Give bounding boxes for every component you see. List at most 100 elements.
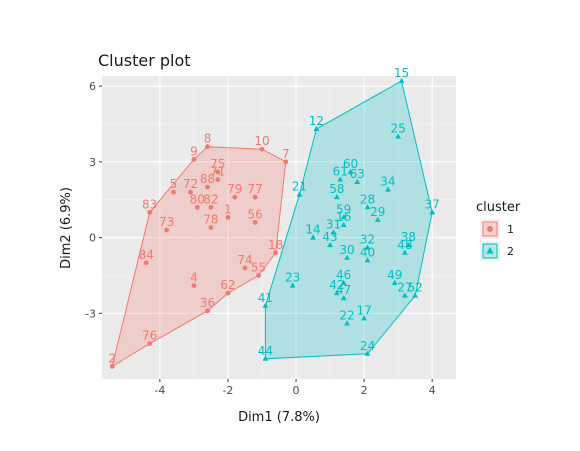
cluster-2-point [333,194,340,200]
cluster-2-point [262,302,269,308]
point-label: 52 [408,281,423,295]
point-label: 29 [370,205,385,219]
x-axis-ticks: -4 -2 0 2 4 [154,379,436,397]
cluster-2-point [333,289,340,296]
point-label: 1 [224,202,232,216]
point-label: 41 [258,291,273,305]
cluster-1-point [208,225,214,230]
legend-key-marker [486,247,494,254]
cluster-1-point [283,159,289,165]
point-label: 79 [227,182,242,196]
point-label: 18 [268,238,283,252]
point-label: 62 [220,278,235,292]
y-tick-label: 6 [89,80,96,93]
cluster-2-point [340,279,347,286]
cluster-1-point [259,146,265,152]
point-label: 74 [237,253,252,267]
x-tick-label: -2 [222,384,233,397]
cluster-2-point [364,244,371,250]
cluster-1-point [147,341,153,347]
grid-lines [102,76,456,379]
point-label: 5 [170,177,178,191]
point-label: 82 [203,192,218,206]
cluster-2-point [347,168,354,174]
point-label: 34 [380,175,395,189]
y-axis-ticks: -3 0 3 6 [85,80,102,320]
y-tick-label: 3 [89,156,96,169]
point-label: 12 [309,114,324,128]
point-label: 2 [108,351,116,365]
cluster-2-point [429,209,436,215]
cluster-1-point [225,215,231,220]
cluster-2-point [385,186,391,192]
point-label: 43 [322,230,337,244]
cluster-2-point [364,350,371,356]
point-label: 42 [329,278,344,292]
legend-label-2: 2 [507,245,514,258]
cluster-2-point [262,355,269,361]
cluster-1-point [205,144,210,150]
point-label: 9 [190,144,198,158]
point-label: 31 [326,218,341,232]
cluster-2-point [340,295,347,301]
cluster-1-point [256,273,261,278]
point-label: 84 [139,248,154,262]
point-label: 78 [203,213,218,227]
cluster-2-point [412,292,419,298]
point-label: 48 [397,238,412,252]
point-label: 58 [329,182,344,196]
x-tick-label: 2 [361,384,368,397]
cluster-1-point [188,189,193,195]
cluster-1-point [109,363,115,369]
point-label: 10 [254,134,269,148]
cluster-1-point [205,308,210,314]
x-tick-label: 4 [429,384,436,397]
y-tick-label: -3 [85,307,96,320]
point-label: 17 [356,303,371,317]
point-label: 46 [336,268,351,282]
point-label: 15 [394,66,409,80]
cluster-2-point [313,125,320,132]
cluster-1-point [215,169,221,175]
cluster-1-point [205,184,210,190]
cluster-2-point [340,221,347,227]
legend-label-1: 1 [507,223,514,236]
chart-title: Cluster plot [98,51,191,70]
cluster-2-point [344,320,350,326]
cluster-2-point [337,176,344,182]
cluster-1-point [232,194,238,200]
x-tick-label: -4 [154,384,165,397]
point-label: 16 [336,210,351,224]
cluster-2-point [327,241,333,248]
point-label: 40 [360,245,375,259]
point-label: 38 [401,230,416,244]
point-label: 37 [425,197,440,211]
point-label: 14 [305,223,320,237]
point-label: 30 [339,243,354,257]
point-label: 47 [336,283,351,297]
point-label: 4 [190,271,198,285]
cluster-2-point [344,254,350,260]
cluster-1-point [242,265,248,271]
point-label: 8 [204,132,212,146]
point-label: 28 [360,192,375,206]
cluster-2-point [364,257,371,263]
cluster-2-point [398,77,405,84]
cluster-1-point [147,209,153,215]
cluster-2-point [391,279,398,286]
cluster-2-point [402,292,408,298]
point-label: 23 [285,271,300,285]
y-axis-title: Dim2 (6.9%) [59,187,74,269]
point-label: 32 [360,233,375,247]
cluster-2-point [405,241,412,248]
x-axis-title: Dim1 (7.8%) [238,410,320,425]
cluster-1-point [143,260,149,266]
point-label: 71 [210,165,225,179]
cluster-2-point [374,216,381,222]
cluster-1-point [252,194,258,200]
cluster-1-point [194,204,200,210]
point-label: 88 [200,172,215,186]
cluster-2-point [310,234,316,240]
